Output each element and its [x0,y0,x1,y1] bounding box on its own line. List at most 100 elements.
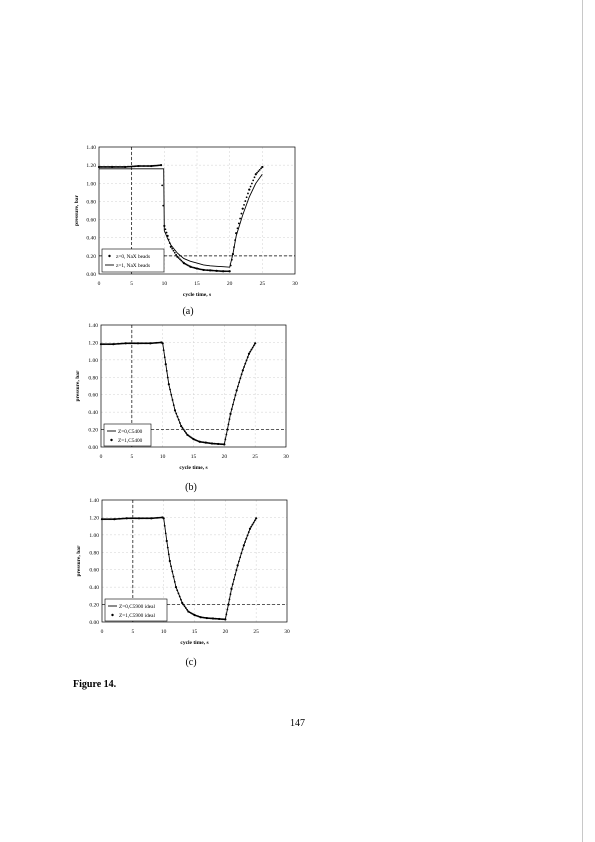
series-marker-1 [233,578,235,581]
series-marker-0 [248,188,251,191]
series-marker-1 [225,613,228,616]
series-marker-1 [227,423,230,426]
x-tick-label: 30 [283,454,289,460]
series-marker-1 [162,517,165,520]
x-tick-label: 15 [191,454,197,460]
y-tick-label: 0.60 [86,218,96,224]
series-marker-1 [164,532,167,535]
series-marker-1 [175,412,178,415]
series-marker-1 [139,342,142,345]
series-marker-1 [101,518,103,521]
y-tick-label: 1.20 [89,515,99,521]
series-marker-0 [180,259,183,262]
x-tick-label: 15 [192,629,198,635]
series-marker-0 [161,184,164,187]
series-marker-0 [260,167,262,170]
x-tick-label: 10 [161,629,167,635]
series-marker-0 [220,270,223,273]
series-marker-0 [133,165,136,168]
series-marker-0 [98,166,100,168]
series-marker-0 [141,165,144,167]
plot-frame [100,324,287,448]
legend-label: z=0, NaX beads [116,254,150,260]
series-marker-1 [186,608,189,611]
legend-label: z=1, NaX beads [116,263,150,269]
series-marker-1 [166,546,169,549]
y-tick-label: 1.00 [88,358,98,364]
caption-b: (b) [185,482,197,493]
series-marker-0 [244,200,247,202]
series-marker-1 [181,601,184,604]
series-marker-0 [134,165,137,168]
legend-point-symbol [108,254,111,258]
x-tick-label: 5 [130,281,133,287]
series-marker-1 [251,523,254,526]
series-marker-1 [229,593,232,596]
series-marker-0 [143,165,146,167]
series-marker-1 [107,518,110,521]
series-marker-1 [240,373,243,376]
y-tick-label: 0.60 [89,568,99,574]
x-tick-label: 20 [227,281,233,287]
series-marker-1 [145,517,148,520]
y-tick-label: 1.00 [89,533,99,539]
y-tick-label: 1.40 [88,323,98,329]
series-marker-0 [203,269,206,271]
series-marker-0 [249,185,252,188]
chart-b: 0 5 10 15 20 25 30 0.00 0.20 0.40 0.60 0.80 1.00 1.20… [75,323,289,471]
series-marker-1 [163,356,166,359]
y-tick-label: 0.40 [86,236,96,242]
series-marker-1 [249,527,251,530]
series-marker-1 [104,518,107,521]
y-tick-label: 0.60 [88,393,98,399]
y-tick-label: 0.80 [88,375,98,381]
series-marker-1 [142,342,144,345]
series-marker-1 [184,607,187,609]
series-marker-1 [108,343,111,346]
series-marker-0 [237,222,240,225]
series-marker-0 [243,203,245,206]
series-marker-1 [179,422,181,424]
series-marker-0 [224,270,227,273]
series-marker-1 [126,342,128,345]
y-tick-label: 0.80 [89,550,99,556]
series-marker-1 [127,517,129,520]
series-marker-0 [211,269,214,272]
series-marker-0 [169,245,172,248]
x-tick-label: 5 [131,629,134,635]
series-marker-1 [177,418,180,421]
x-tick-label: 25 [252,454,258,460]
series-marker-1 [239,556,242,559]
series-marker-1 [128,517,131,520]
series-marker-0 [121,166,124,168]
series-marker-1 [238,560,240,563]
series-marker-0 [119,166,121,168]
series-marker-1 [106,518,108,521]
series-marker-1 [230,587,233,590]
series-marker-1 [102,343,105,346]
series-marker-1 [245,537,248,540]
series-marker-1 [185,432,188,434]
series-marker-1 [227,603,230,606]
series-marker-0 [218,270,221,272]
series-marker-1 [182,603,185,606]
series-marker-1 [226,608,229,611]
series-marker-1 [130,517,133,520]
y-tick-label: 0.00 [89,620,99,626]
series-marker-0 [252,179,255,182]
x-tick-label: 0 [101,629,104,635]
series-marker-0 [206,269,209,272]
series-marker-1 [228,418,231,421]
series-marker-0 [164,228,167,231]
series-marker-0 [236,227,239,230]
series-marker-0 [253,176,256,179]
series-marker-0 [202,269,205,271]
series-marker-1 [165,540,168,542]
series-marker-1 [137,342,139,345]
series-marker-1 [180,598,182,601]
series-marker-1 [228,598,231,601]
series-marker-1 [224,438,227,441]
y-axis-label: pressure, bar [76,545,82,577]
series-marker-1 [128,342,131,345]
series-marker-0 [135,165,138,168]
